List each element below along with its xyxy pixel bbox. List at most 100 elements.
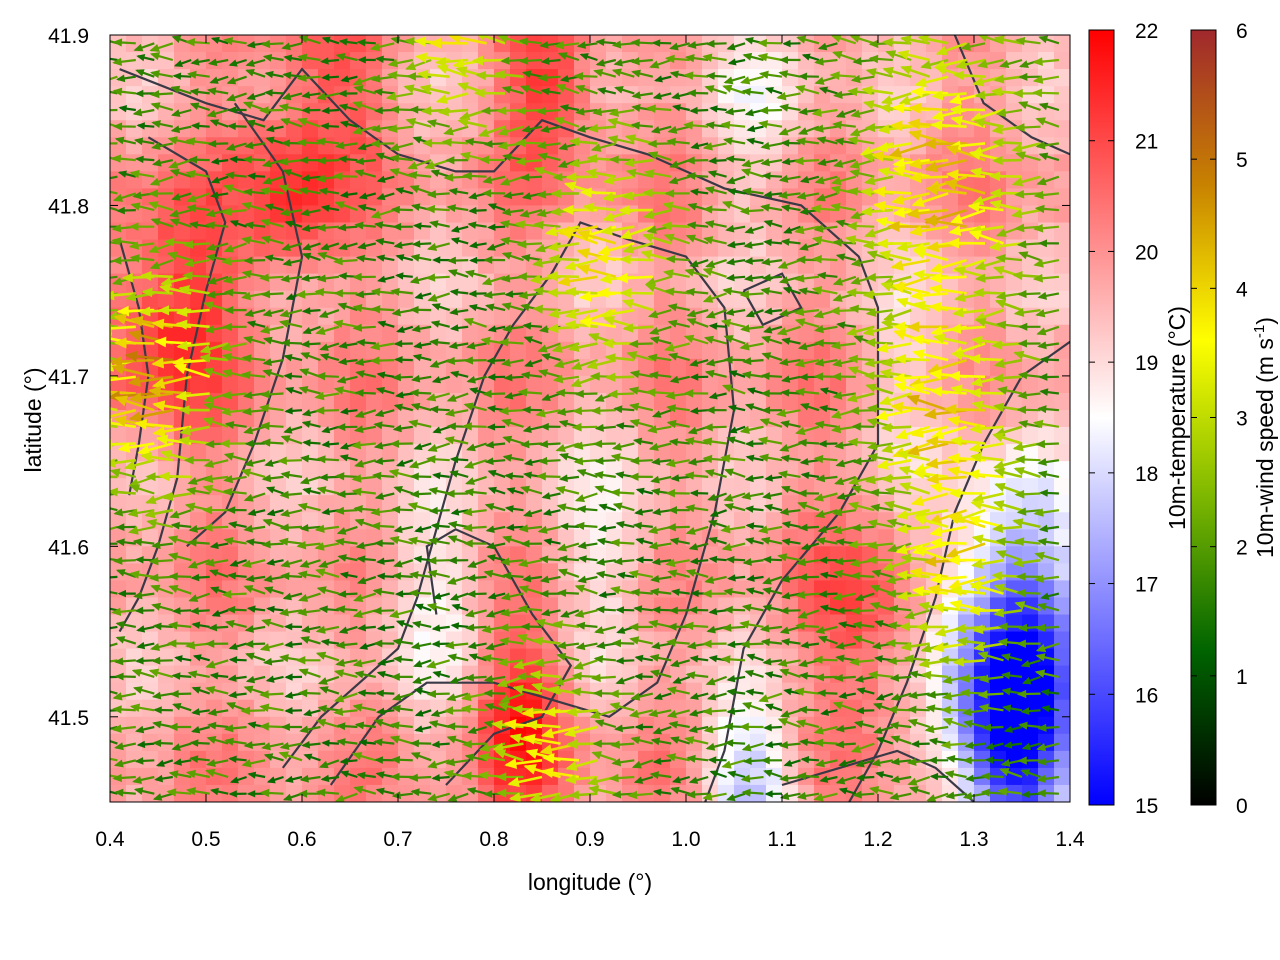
heatmap-cell <box>814 427 831 445</box>
heatmap-cell <box>110 69 127 87</box>
heatmap-cell <box>318 358 335 377</box>
heatmap-cell <box>702 341 719 360</box>
heatmap-cell <box>366 444 383 462</box>
heatmap-cell <box>142 86 159 104</box>
heatmap-cell <box>238 444 255 462</box>
heatmap-cell <box>654 375 671 394</box>
heatmap-cell <box>254 375 271 394</box>
heatmap-cell <box>158 188 175 207</box>
heatmap-cell <box>1038 444 1055 462</box>
heatmap-cell <box>958 188 975 207</box>
heatmap-cell <box>366 154 383 172</box>
heatmap-cell <box>350 52 367 70</box>
heatmap-cell <box>990 716 1007 735</box>
heatmap-cell <box>142 103 159 121</box>
heatmap-cell <box>478 512 495 530</box>
heatmap-cell <box>494 665 511 684</box>
heatmap-cell <box>942 120 959 138</box>
heatmap-cell <box>590 427 607 445</box>
heatmap-cell <box>750 733 767 752</box>
heatmap-cell <box>158 290 175 309</box>
heatmap-cell <box>782 427 799 445</box>
heatmap-cell <box>606 512 623 530</box>
heatmap-cell <box>414 512 431 530</box>
heatmap-cell <box>382 256 399 275</box>
heatmap-cell <box>734 86 751 104</box>
heatmap-cell <box>846 341 863 360</box>
heatmap-cell <box>206 69 223 87</box>
heatmap-cell <box>302 171 319 189</box>
heatmap-cell <box>526 392 543 411</box>
heatmap-cell <box>286 392 303 411</box>
heatmap-cell <box>1022 495 1039 513</box>
heatmap-cell <box>990 324 1007 343</box>
heatmap-cell <box>302 222 319 241</box>
heatmap-cell <box>798 529 815 547</box>
heatmap-cell <box>766 375 783 394</box>
heatmap-cell <box>398 103 415 121</box>
heatmap-cell <box>398 546 415 564</box>
heatmap-cell <box>462 461 479 479</box>
heatmap-cell <box>670 546 687 564</box>
heatmap-cell <box>1038 427 1055 445</box>
heatmap-cell <box>302 154 319 172</box>
heatmap-cell <box>734 409 751 428</box>
heatmap-cell <box>766 290 783 309</box>
heatmap-cell <box>286 665 303 684</box>
heatmap-cell <box>590 341 607 360</box>
heatmap-cell <box>1054 461 1070 479</box>
heatmap-cell <box>862 427 879 445</box>
heatmap-cell <box>302 256 319 275</box>
heatmap-cell <box>1006 324 1023 343</box>
heatmap-cell <box>270 52 287 70</box>
heatmap-cell <box>526 375 543 394</box>
heatmap-cell <box>622 546 639 564</box>
heatmap-cell <box>478 716 495 735</box>
heatmap-cell <box>270 375 287 394</box>
heatmap-cell <box>830 103 847 121</box>
heatmap-cell <box>1054 239 1070 258</box>
heatmap-cell <box>318 461 335 479</box>
heatmap-cell <box>750 478 767 496</box>
heatmap-cell <box>1054 392 1070 411</box>
heatmap-cell <box>606 256 623 275</box>
heatmap-cell <box>366 273 383 292</box>
heatmap-cell <box>814 478 831 496</box>
heatmap-cell <box>382 427 399 445</box>
heatmap-cell <box>254 478 271 496</box>
heatmap-cell <box>398 69 415 87</box>
heatmap-cell <box>142 222 159 241</box>
heatmap-cell <box>222 699 239 718</box>
heatmap-cell <box>494 512 511 530</box>
heatmap-cell <box>750 461 767 479</box>
heatmap-cell <box>206 444 223 462</box>
heatmap-cell <box>606 154 623 172</box>
heatmap-cell <box>606 682 623 701</box>
heatmap-cell <box>974 478 991 496</box>
heatmap-cell <box>702 239 719 258</box>
heatmap-cell <box>766 137 783 155</box>
heatmap-cell <box>1054 631 1070 650</box>
heatmap-cell <box>990 444 1007 462</box>
heatmap-cell <box>286 546 303 564</box>
heatmap-cell <box>334 222 351 241</box>
heatmap-cell <box>542 495 559 513</box>
heatmap-cell <box>446 290 463 309</box>
heatmap-cell <box>382 239 399 258</box>
heatmap-cell <box>334 35 351 53</box>
heatmap-cell <box>1054 478 1070 496</box>
heatmap-cell <box>638 461 655 479</box>
heatmap-cell <box>782 341 799 360</box>
heatmap-cell <box>174 69 191 87</box>
heatmap-cell <box>126 86 143 104</box>
heatmap-cell <box>686 341 703 360</box>
heatmap-cell <box>734 256 751 275</box>
heatmap-cell <box>510 256 527 275</box>
heatmap-cell <box>718 341 735 360</box>
plot-area <box>109 34 1071 803</box>
heatmap-cell <box>190 461 207 479</box>
heatmap-cell <box>1054 580 1070 599</box>
heatmap-cell <box>814 341 831 360</box>
heatmap-cell <box>638 375 655 394</box>
heatmap-cell <box>350 529 367 547</box>
